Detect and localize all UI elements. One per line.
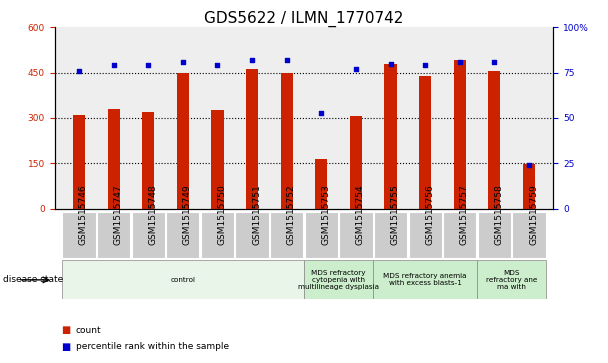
Point (247, 57, 257, 63)
Bar (488, 71, 500, 209)
Point (420, 62, 430, 68)
Text: MDS refractory anemia
with excess blasts-1: MDS refractory anemia with excess blasts… (384, 273, 467, 286)
Bar (523, 164, 535, 209)
FancyBboxPatch shape (305, 212, 338, 258)
Text: count: count (76, 326, 102, 335)
FancyBboxPatch shape (477, 260, 547, 299)
Text: disease state: disease state (3, 276, 63, 284)
FancyBboxPatch shape (304, 260, 373, 299)
Text: GSM1515756: GSM1515756 (425, 184, 434, 245)
Point (74, 68, 84, 74)
Text: GSM1515752: GSM1515752 (287, 184, 295, 245)
Text: percentile rank within the sample: percentile rank within the sample (76, 342, 229, 351)
Bar (281, 73, 292, 209)
Text: GSM1515758: GSM1515758 (494, 184, 503, 245)
Point (109, 62, 119, 68)
Bar (454, 61, 466, 209)
FancyBboxPatch shape (409, 212, 442, 258)
Bar (246, 69, 258, 209)
FancyBboxPatch shape (235, 212, 269, 258)
Text: GSM1515748: GSM1515748 (148, 184, 157, 245)
Bar (73, 115, 85, 209)
Bar (316, 159, 327, 209)
Text: GDS5622 / ILMN_1770742: GDS5622 / ILMN_1770742 (204, 11, 404, 27)
FancyBboxPatch shape (339, 212, 373, 258)
Bar (177, 73, 189, 209)
Text: GSM1515749: GSM1515749 (183, 184, 192, 245)
Text: GSM1515757: GSM1515757 (460, 184, 469, 245)
Text: GSM1515746: GSM1515746 (79, 184, 88, 245)
Bar (142, 112, 154, 209)
Text: GSM1515751: GSM1515751 (252, 184, 261, 245)
Point (524, 162, 534, 168)
Point (213, 62, 223, 68)
Bar (108, 109, 120, 209)
FancyBboxPatch shape (373, 260, 477, 299)
Point (143, 62, 153, 68)
Point (178, 59, 188, 65)
Bar (212, 110, 224, 209)
FancyBboxPatch shape (61, 260, 304, 299)
Text: control: control (170, 277, 195, 283)
FancyBboxPatch shape (131, 212, 165, 258)
FancyBboxPatch shape (97, 212, 130, 258)
Point (351, 66, 361, 72)
Bar (419, 76, 431, 209)
FancyBboxPatch shape (270, 212, 303, 258)
FancyBboxPatch shape (374, 212, 407, 258)
Text: GSM1515755: GSM1515755 (390, 184, 399, 245)
FancyBboxPatch shape (63, 212, 95, 258)
Text: GSM1515759: GSM1515759 (529, 184, 538, 245)
FancyBboxPatch shape (513, 212, 545, 258)
Text: GSM1515747: GSM1515747 (114, 184, 123, 245)
FancyBboxPatch shape (201, 212, 234, 258)
Point (489, 59, 499, 65)
Text: ■: ■ (61, 342, 70, 352)
Text: MDS
refractory ane
ma with: MDS refractory ane ma with (486, 270, 537, 290)
Text: GSM1515754: GSM1515754 (356, 184, 365, 245)
FancyBboxPatch shape (166, 212, 199, 258)
FancyBboxPatch shape (478, 212, 511, 258)
Point (316, 110, 326, 115)
Bar (384, 64, 396, 209)
FancyBboxPatch shape (443, 212, 477, 258)
Point (455, 59, 465, 65)
Text: ■: ■ (61, 325, 70, 335)
Text: GSM1515753: GSM1515753 (321, 184, 330, 245)
Text: GSM1515750: GSM1515750 (218, 184, 226, 245)
Bar (350, 117, 362, 209)
Point (282, 57, 292, 63)
Point (385, 61, 395, 66)
Text: MDS refractory
cytopenia with
multilineage dysplasia: MDS refractory cytopenia with multilinea… (298, 270, 379, 290)
